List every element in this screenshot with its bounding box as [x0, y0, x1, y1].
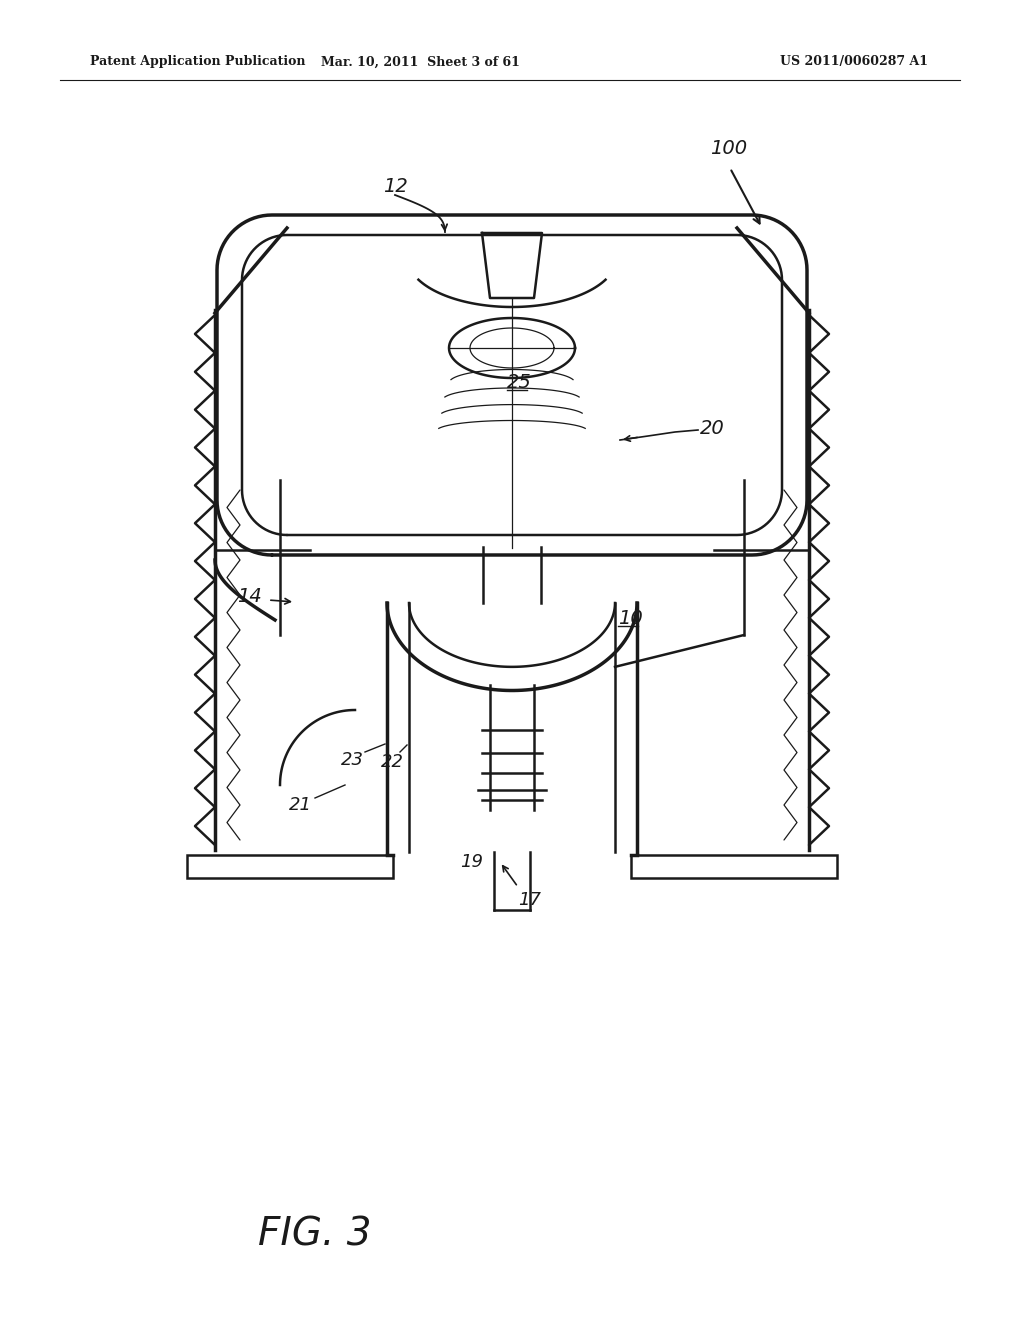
Text: 17: 17	[518, 891, 542, 909]
Text: 12: 12	[383, 177, 408, 195]
Text: 100: 100	[710, 139, 748, 157]
Text: 19: 19	[461, 853, 483, 871]
Text: 20: 20	[700, 418, 725, 437]
Text: 10: 10	[618, 609, 643, 627]
Text: 14: 14	[238, 586, 262, 606]
Text: 22: 22	[381, 752, 403, 771]
Text: Mar. 10, 2011  Sheet 3 of 61: Mar. 10, 2011 Sheet 3 of 61	[321, 55, 519, 69]
Text: 25: 25	[507, 374, 531, 392]
Text: Patent Application Publication: Patent Application Publication	[90, 55, 305, 69]
Text: US 2011/0060287 A1: US 2011/0060287 A1	[780, 55, 928, 69]
Text: FIG. 3: FIG. 3	[258, 1216, 372, 1254]
Bar	[187, 855, 393, 878]
Bar	[631, 855, 837, 878]
Text: 21: 21	[289, 796, 311, 814]
Text: 23: 23	[341, 751, 364, 770]
